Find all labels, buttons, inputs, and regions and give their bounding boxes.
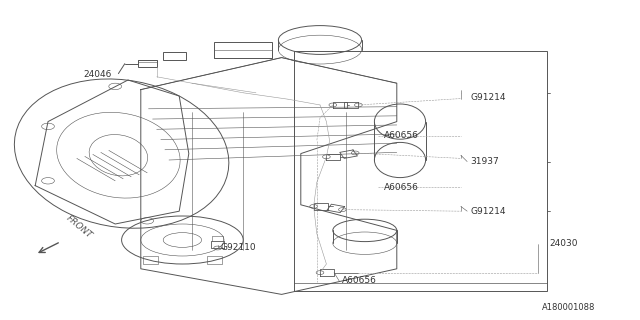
Text: A180001088: A180001088	[542, 303, 595, 312]
Text: A60656: A60656	[384, 132, 419, 140]
Text: A60656: A60656	[384, 183, 419, 192]
Text: 24046: 24046	[84, 70, 112, 79]
Text: 24030: 24030	[549, 239, 578, 248]
Text: FRONT: FRONT	[64, 213, 93, 240]
Text: A60656: A60656	[342, 276, 377, 285]
Text: 31937: 31937	[470, 157, 499, 166]
Text: G92110: G92110	[221, 243, 257, 252]
Bar	[294, 51, 547, 291]
Text: G91214: G91214	[470, 207, 506, 216]
Text: G91214: G91214	[470, 93, 506, 102]
